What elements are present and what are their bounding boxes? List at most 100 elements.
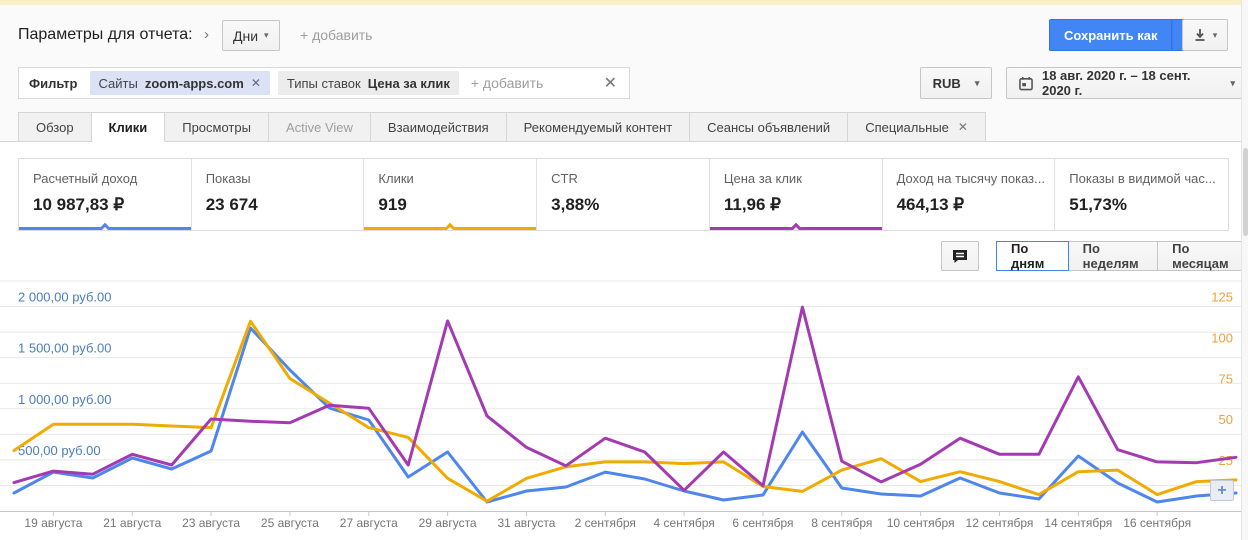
filter-chips: Сайты zoom-apps.com ✕ Типы ставок Цена за кл… bbox=[89, 71, 467, 95]
series-line-цена-за-клик bbox=[12, 305, 1238, 492]
series-line-расчетный-доход bbox=[12, 326, 1238, 504]
download-button[interactable]: ▾ bbox=[1182, 19, 1228, 51]
granularity-button-по-дням[interactable]: По дням bbox=[996, 241, 1069, 271]
metric-card-6[interactable]: Показы в видимой час... 51,73% bbox=[1055, 159, 1228, 230]
tab-взаимодействия[interactable]: Взаимодействия bbox=[370, 112, 507, 142]
right-axis-label: 100 bbox=[1211, 330, 1233, 345]
left-axis-label: 2 000,00 руб.00 bbox=[18, 290, 111, 305]
date-range-button[interactable]: 18 авг. 2020 г. – 18 сент. 2020 г. ▾ bbox=[1006, 67, 1248, 99]
left-axis-label: 1 500,00 руб.00 bbox=[18, 341, 111, 356]
metric-value: 10 987,83 ₽ bbox=[33, 195, 125, 214]
x-axis-label: 29 августа bbox=[419, 516, 477, 530]
tab-label: Active View bbox=[285, 119, 353, 135]
metric-value: 11,96 ₽ bbox=[723, 195, 781, 214]
breadcrumb-chevron-icon: › bbox=[204, 26, 209, 43]
metric-card-5[interactable]: Доход на тысячу показ... 464,13 ₽ bbox=[883, 159, 1056, 230]
scrollbar-thumb[interactable] bbox=[1243, 148, 1248, 236]
metric-cards-row: Расчетный доход 10 987,83 ₽ Показы 23 674 Кл… bbox=[18, 158, 1229, 231]
x-axis-label: 6 сентября bbox=[732, 516, 793, 530]
metric-label: Показы в видимой час... bbox=[1069, 171, 1216, 186]
metric-card-1[interactable]: Показы 23 674 bbox=[192, 159, 365, 230]
calendar-icon bbox=[1019, 76, 1033, 90]
x-axis-label: 10 сентября bbox=[887, 516, 955, 530]
metric-value: 23 674 bbox=[205, 195, 258, 214]
chip-remove-icon[interactable]: ✕ bbox=[250, 76, 261, 90]
filter-chip-1[interactable]: Типы ставок Цена за клик bbox=[277, 71, 459, 95]
metric-label: Цена за клик bbox=[723, 171, 802, 186]
caret-down-icon: ▾ bbox=[1212, 29, 1218, 40]
filter-add-input[interactable]: + добавить bbox=[470, 75, 544, 91]
tab-label: Рекомендуемый контент bbox=[523, 119, 673, 135]
metric-label: Доход на тысячу показ... bbox=[896, 171, 1045, 186]
tab-просмотры[interactable]: Просмотры bbox=[165, 112, 269, 142]
x-axis-label: 23 августа bbox=[182, 516, 240, 530]
chip-value: Цена за клик bbox=[367, 75, 450, 91]
metric-label: CTR bbox=[551, 171, 578, 186]
tab-клики[interactable]: Клики bbox=[91, 112, 166, 142]
comment-button[interactable] bbox=[941, 241, 979, 271]
left-axis-label: 500,00 руб.00 bbox=[18, 443, 101, 458]
x-axis-label: 31 августа bbox=[497, 516, 555, 530]
plus-icon: + bbox=[1217, 482, 1227, 499]
chip-prefix: Типы ставок bbox=[286, 75, 361, 91]
granularity-button-по-неделям[interactable]: По неделям bbox=[1068, 241, 1159, 271]
metric-label: Расчетный доход bbox=[33, 171, 138, 186]
filter-label: Фильтр bbox=[29, 75, 78, 91]
tab-обзор[interactable]: Обзор bbox=[18, 112, 92, 142]
metric-value: 51,73% bbox=[1069, 195, 1127, 214]
metric-card-2[interactable]: Клики 919 bbox=[364, 159, 538, 230]
x-axis-label: 16 сентября bbox=[1123, 516, 1191, 530]
tab-label: Сеансы объявлений bbox=[707, 119, 831, 135]
x-axis-label: 14 сентября bbox=[1044, 516, 1112, 530]
chip-prefix: Сайты bbox=[98, 75, 138, 91]
metric-label: Показы bbox=[205, 171, 251, 186]
tab-label: Клики bbox=[108, 119, 148, 135]
save-as-button[interactable]: Сохранить как bbox=[1049, 19, 1173, 51]
x-axis-label: 19 августа bbox=[24, 516, 82, 530]
metric-value: 919 bbox=[378, 195, 407, 214]
tab-label: Просмотры bbox=[182, 119, 251, 135]
x-axis-label: 25 августа bbox=[261, 516, 319, 530]
granularity-button-по-месяцам[interactable]: По месяцам bbox=[1158, 241, 1248, 271]
tab-специальные[interactable]: Специальные ✕ bbox=[848, 112, 986, 142]
filter-clear-icon[interactable]: ✕ bbox=[603, 75, 617, 92]
caret-down-icon: ▾ bbox=[974, 77, 980, 88]
granularity-toggle: По дням По неделям По месяцам bbox=[996, 241, 1248, 271]
caret-down-icon: ▾ bbox=[264, 30, 269, 40]
date-range-label: 18 авг. 2020 г. – 18 сент. 2020 г. bbox=[1041, 68, 1191, 98]
tab-рекомендуемый-контент[interactable]: Рекомендуемый контент bbox=[506, 112, 691, 142]
dimension-select-label: Дни bbox=[233, 27, 259, 44]
right-axis-label: 75 bbox=[1219, 371, 1233, 386]
currency-label: RUB bbox=[932, 75, 961, 91]
right-axis-label: 50 bbox=[1219, 412, 1233, 427]
download-icon bbox=[1195, 29, 1205, 41]
top-notification-strip bbox=[0, 0, 1248, 5]
x-axis-label: 12 сентября bbox=[966, 516, 1034, 530]
timeseries-chart: 500,00 руб.00 1 000,00 руб.00 1 500,00 руб… bbox=[0, 280, 1242, 530]
metric-value: 464,13 ₽ bbox=[896, 195, 965, 214]
x-axis-label: 27 августа bbox=[340, 516, 398, 530]
chart-zoom-plus-button[interactable]: + bbox=[1210, 480, 1234, 501]
series-line-клики bbox=[12, 319, 1238, 503]
tab-label: Обзор bbox=[36, 119, 74, 135]
left-axis-label: 1 000,00 руб.00 bbox=[18, 392, 111, 407]
x-axis-label: 2 сентября bbox=[575, 516, 636, 530]
dimension-select-button[interactable]: Дни ▾ bbox=[222, 20, 280, 51]
metric-label: Клики bbox=[378, 171, 414, 186]
metric-card-4[interactable]: Цена за клик 11,96 ₽ bbox=[709, 159, 883, 230]
filter-chip-0[interactable]: Сайты zoom-apps.com ✕ bbox=[89, 71, 270, 95]
tab-close-icon[interactable]: ✕ bbox=[957, 120, 968, 134]
x-axis-label: 4 сентября bbox=[654, 516, 715, 530]
comment-icon bbox=[953, 249, 967, 263]
chip-value: zoom-apps.com bbox=[144, 75, 244, 91]
tab-active-view[interactable]: Active View bbox=[268, 112, 371, 142]
metric-card-3[interactable]: CTR 3,88% bbox=[537, 159, 710, 230]
filter-bar: Фильтр Сайты zoom-apps.com ✕ Типы ставок Цен… bbox=[18, 67, 630, 99]
metric-card-0[interactable]: Расчетный доход 10 987,83 ₽ bbox=[19, 159, 192, 230]
currency-select-button[interactable]: RUB ▾ bbox=[920, 67, 992, 99]
x-axis-label: 21 августа bbox=[103, 516, 161, 530]
tab-сеансы-объявлений[interactable]: Сеансы объявлений bbox=[690, 112, 849, 142]
caret-down-icon: ▾ bbox=[1230, 77, 1235, 88]
x-axis-label: 8 сентября bbox=[811, 516, 872, 530]
add-dimension-button[interactable]: + добавить bbox=[300, 27, 373, 43]
